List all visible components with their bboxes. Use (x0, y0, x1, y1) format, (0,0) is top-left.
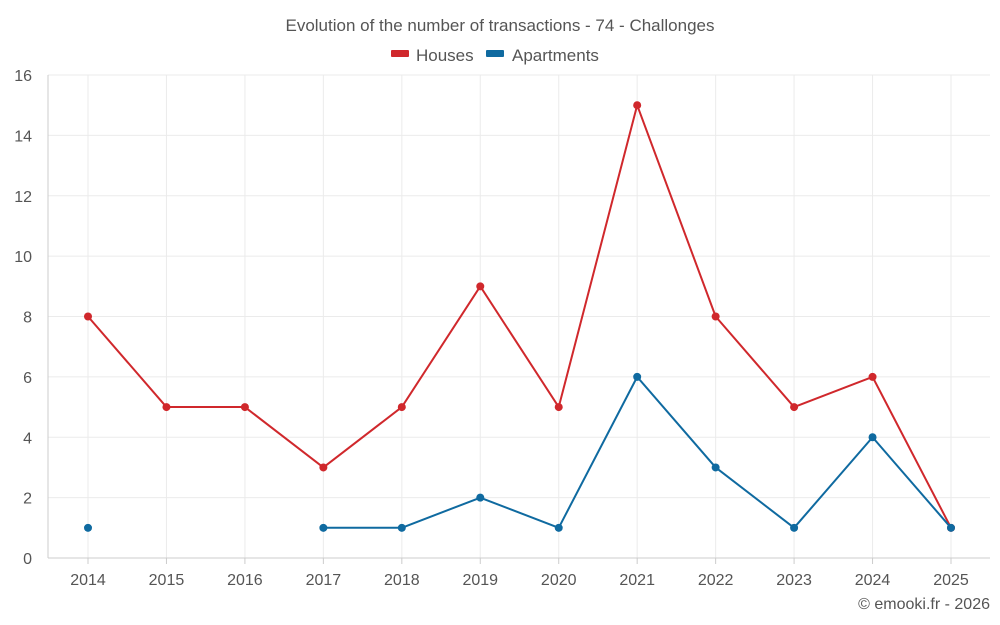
data-point-houses[interactable] (240, 403, 249, 412)
x-tick-label: 2023 (776, 572, 812, 589)
y-tick-label: 16 (14, 68, 32, 85)
x-tick-label: 2024 (855, 572, 891, 589)
x-tick-label: 2020 (541, 572, 577, 589)
axes: 0 2 4 6 8 10 12 14 16 2014 2015 2016 2017 2018 2019 202… (14, 68, 990, 589)
data-point-houses[interactable] (554, 403, 563, 412)
y-tick-label: 14 (14, 128, 32, 145)
legend-label-apartments: Apartments (512, 46, 599, 65)
grid (48, 74, 990, 558)
data-point-apartments[interactable] (947, 523, 955, 532)
data-point-houses[interactable] (397, 403, 406, 412)
data-point-apartments[interactable] (711, 463, 720, 472)
data-point-apartments[interactable] (476, 493, 485, 502)
y-tick-label: 8 (23, 310, 32, 327)
data-point-apartments[interactable] (397, 523, 406, 532)
x-tick-label: 2022 (698, 572, 734, 589)
x-tick-label: 2021 (619, 572, 655, 589)
data-point-apartments[interactable] (554, 523, 563, 532)
legend-label-houses: Houses (416, 46, 474, 65)
data-point-houses[interactable] (84, 312, 92, 321)
y-tick-label: 2 (23, 491, 32, 508)
x-tick-label: 2017 (306, 572, 342, 589)
data-point-houses[interactable] (633, 101, 642, 110)
series-line-houses (87, 104, 952, 529)
data-point-houses[interactable] (790, 403, 799, 412)
chart-title: Evolution of the number of transactions … (285, 16, 714, 35)
data-point-houses[interactable] (162, 403, 171, 412)
legend-swatch-apartments (486, 50, 504, 57)
series-houses (84, 101, 955, 532)
data-point-houses[interactable] (868, 372, 877, 381)
y-tick-label: 12 (14, 189, 32, 206)
plot-area (84, 101, 955, 532)
data-point-apartments[interactable] (790, 523, 799, 532)
x-tick-label: 2016 (227, 572, 263, 589)
credit-text: © emooki.fr - 2026 (858, 596, 990, 613)
x-tick-label: 2025 (933, 572, 969, 589)
data-point-apartments[interactable] (84, 523, 92, 532)
data-point-apartments[interactable] (319, 523, 328, 532)
y-tick-label: 10 (14, 249, 32, 266)
data-point-houses[interactable] (711, 312, 720, 321)
legend-swatch-houses (391, 50, 409, 57)
y-tick-label: 4 (23, 430, 32, 447)
data-point-apartments[interactable] (868, 433, 877, 442)
data-point-houses[interactable] (319, 463, 328, 472)
y-tick-label: 6 (23, 370, 32, 387)
series-apartments (84, 372, 955, 532)
data-point-houses[interactable] (476, 282, 485, 291)
x-tick-label: 2019 (462, 572, 498, 589)
x-tick-label: 2015 (149, 572, 185, 589)
x-tick-label: 2014 (70, 572, 106, 589)
legend: Houses Apartments (391, 46, 599, 65)
data-point-apartments[interactable] (633, 372, 642, 381)
y-tick-label: 0 (23, 551, 32, 568)
x-tick-label: 2018 (384, 572, 420, 589)
